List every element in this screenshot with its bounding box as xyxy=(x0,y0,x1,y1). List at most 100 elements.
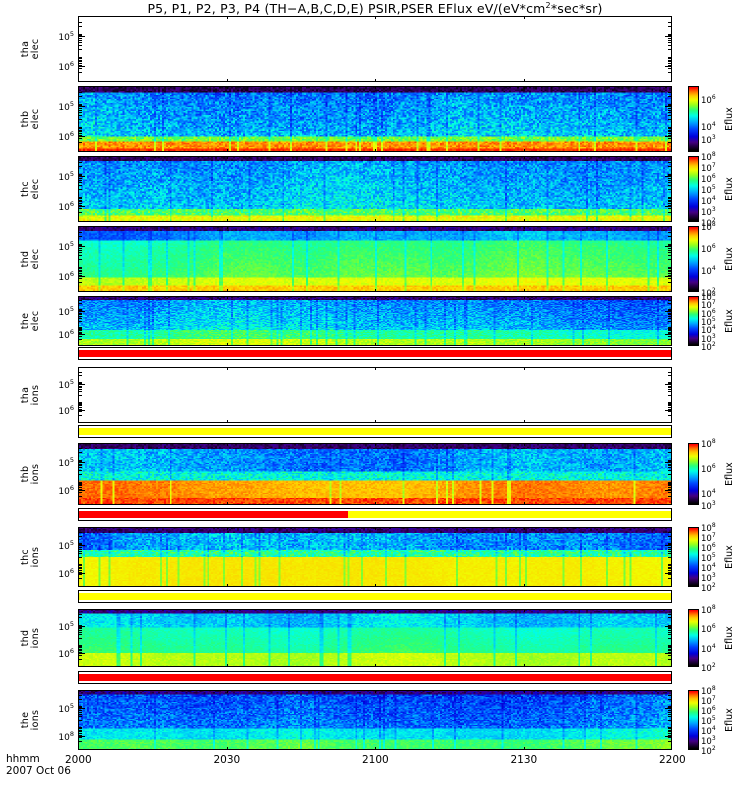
x-axis-label: hhmm 2007 Oct 06 xyxy=(6,753,71,777)
y-minor-tick xyxy=(79,613,82,615)
x-tick-mark xyxy=(375,219,376,222)
x-tick-mark xyxy=(523,79,525,82)
y-tick-mark xyxy=(79,245,85,247)
y-minor-tick xyxy=(668,246,671,248)
y-minor-tick xyxy=(79,695,82,696)
y-minor-tick xyxy=(668,315,671,317)
y-minor-tick xyxy=(668,311,671,313)
y-minor-tick xyxy=(79,448,82,450)
y-minor-tick xyxy=(79,208,82,210)
y-tick-label-thd-ions-1: 105 xyxy=(58,620,74,634)
y-minor-tick xyxy=(668,613,671,615)
y-minor-tick xyxy=(79,473,82,475)
y-minor-tick xyxy=(668,111,671,113)
x-axis-tick-2130: 2130 xyxy=(510,754,538,766)
colorbar-title-thd-ions: Eflux xyxy=(724,626,735,650)
y-minor-tick xyxy=(79,57,82,59)
y-minor-tick xyxy=(79,648,82,650)
y-tick-mark xyxy=(665,490,671,492)
y-minor-tick xyxy=(668,268,671,270)
spectrogram-image-thb-elec xyxy=(79,87,671,151)
y-minor-tick xyxy=(668,58,671,60)
y-tick-mark xyxy=(79,66,85,68)
y-minor-tick xyxy=(668,728,671,730)
x-tick-mark xyxy=(226,289,228,292)
y-minor-tick xyxy=(668,203,671,205)
x-tick-mark xyxy=(523,443,525,446)
y-minor-tick xyxy=(668,267,671,269)
spectrogram-panel-tha-elec xyxy=(78,16,672,82)
y-minor-tick xyxy=(79,571,82,573)
colorbar-thc-ions xyxy=(688,527,699,587)
y-minor-tick xyxy=(79,161,82,163)
y-minor-tick xyxy=(668,485,671,487)
y-minor-tick xyxy=(79,532,82,533)
y-minor-tick xyxy=(668,338,671,340)
y-minor-tick xyxy=(79,331,82,333)
colorbar-tick-thd-ions-4: 104 xyxy=(701,642,716,655)
y-tick-label-thd-elec-1: 105 xyxy=(58,239,74,253)
x-tick-mark xyxy=(523,289,525,292)
y-minor-tick xyxy=(79,487,82,489)
x-tick-mark xyxy=(226,609,228,612)
y-minor-tick xyxy=(79,729,82,731)
y-minor-tick xyxy=(79,569,82,571)
y-minor-tick xyxy=(79,327,82,329)
y-minor-tick xyxy=(668,320,671,322)
spectrogram-image-thd-elec xyxy=(79,227,671,291)
title-before: P5, P1, P2, P3, P4 (TH−A,B,C,D,E) PSIR,P… xyxy=(147,1,546,17)
y-minor-tick xyxy=(79,465,82,467)
y-tick-mark xyxy=(79,136,85,138)
y-minor-tick xyxy=(668,127,671,129)
y-minor-tick xyxy=(668,103,671,105)
colorbar-gradient xyxy=(689,528,698,586)
y-minor-tick xyxy=(668,244,671,246)
y-minor-tick xyxy=(668,652,671,654)
y-minor-tick xyxy=(668,543,671,545)
colorbar-tick-thb-ions-4: 104 xyxy=(701,487,716,500)
y-minor-tick xyxy=(79,311,82,313)
x-tick-mark xyxy=(523,226,525,229)
y-minor-tick xyxy=(668,317,671,319)
y-minor-tick xyxy=(668,394,671,396)
colorbar-gradient xyxy=(689,444,698,504)
y-minor-tick xyxy=(79,174,82,176)
y-minor-tick xyxy=(668,371,671,373)
colorbar-tick-thc-ions-7: 107 xyxy=(701,532,716,544)
y-minor-tick xyxy=(668,389,671,390)
x-tick-mark xyxy=(523,420,525,423)
spectrogram-image-the-ions xyxy=(79,691,671,749)
y-minor-tick xyxy=(79,406,82,408)
y-minor-tick xyxy=(668,405,671,407)
y-minor-tick xyxy=(668,546,671,548)
y-minor-tick xyxy=(668,631,671,633)
y-minor-tick xyxy=(79,574,82,576)
y-minor-tick xyxy=(668,131,671,133)
y-minor-tick xyxy=(668,578,671,580)
spectrogram-panel-thd-elec xyxy=(78,226,672,292)
y-tick-mark xyxy=(665,206,671,208)
y-minor-tick xyxy=(79,133,82,135)
y-tick-label-thc-ions-0: 106 xyxy=(58,566,74,580)
y-minor-tick xyxy=(79,711,82,713)
y-minor-tick xyxy=(668,39,671,41)
y-minor-tick xyxy=(668,625,671,627)
y-minor-tick xyxy=(668,470,671,472)
spectrogram-panel-thb-elec xyxy=(78,86,672,152)
y-minor-tick xyxy=(668,300,671,302)
x-tick-mark xyxy=(226,79,228,82)
y-minor-tick xyxy=(668,391,671,393)
y-minor-tick xyxy=(79,129,82,131)
y-minor-tick xyxy=(79,338,82,340)
y-minor-tick xyxy=(668,406,671,408)
y-minor-tick xyxy=(79,212,82,214)
y-minor-tick xyxy=(79,135,82,137)
y-minor-tick xyxy=(668,448,671,450)
y-minor-tick xyxy=(668,107,671,109)
title-after: *sec*sr) xyxy=(550,1,603,17)
x-tick-mark xyxy=(375,664,376,667)
spectrogram-panel-thd-ions xyxy=(78,609,672,667)
spectrogram-image-thc-elec xyxy=(79,157,671,221)
x-tick-mark xyxy=(523,16,525,19)
x-tick-mark xyxy=(375,420,376,423)
